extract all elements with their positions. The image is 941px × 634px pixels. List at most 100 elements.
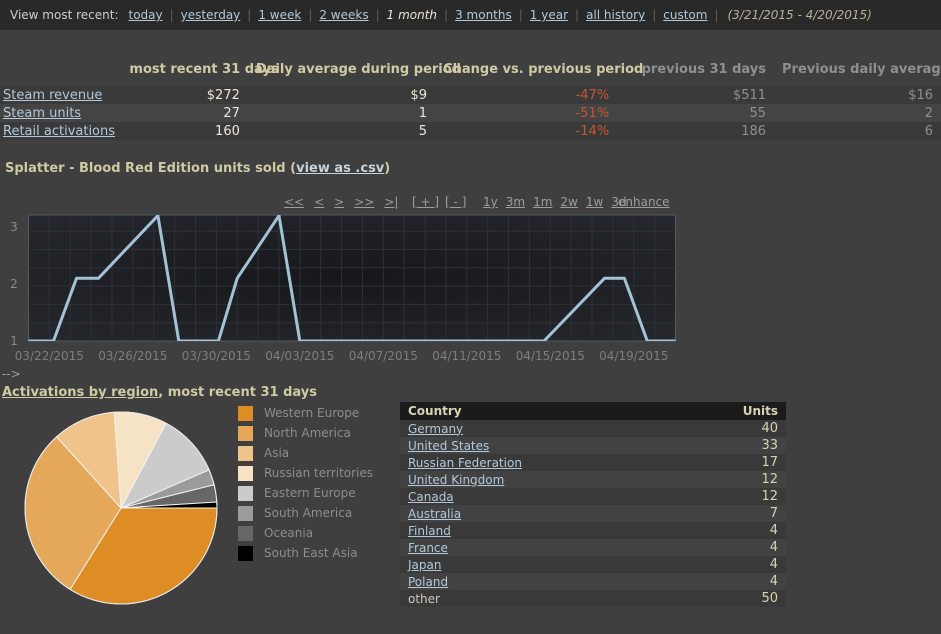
country-cell: Finland: [400, 522, 710, 539]
metric-value: 5: [418, 123, 428, 139]
country-row: Australia 7: [400, 505, 786, 522]
country-row: United Kingdom 12: [400, 471, 786, 488]
y-axis-label: 3: [10, 220, 18, 234]
legend-label: Asia: [264, 446, 290, 460]
country-cell: United States: [400, 437, 710, 454]
country-link-finland[interactable]: Finland: [408, 523, 451, 538]
chart-zoom-group: [ + ] [ - ]: [412, 195, 466, 209]
country-link-russian-federation[interactable]: Russian Federation: [408, 455, 522, 470]
country-link-canada[interactable]: Canada: [408, 489, 454, 504]
range-link-2-weeks[interactable]: 2 weeks: [319, 8, 369, 22]
country-link-france[interactable]: France: [408, 540, 448, 555]
chart-nav-last[interactable]: >>: [354, 195, 375, 209]
range-1y-link[interactable]: 1y: [483, 195, 498, 209]
units-value: 4: [769, 540, 778, 555]
metric-link-steam-revenue[interactable]: Steam revenue: [3, 87, 103, 103]
legend-swatch-western-europe: [238, 405, 253, 421]
country-row: France 4: [400, 539, 786, 556]
country-header: Country: [408, 404, 462, 418]
chart-nav-group: << < > >> >|: [284, 195, 398, 209]
paren-close: ): [384, 161, 391, 176]
country-header-row: Country Units: [400, 402, 786, 420]
metric-link-steam-units[interactable]: Steam units: [3, 105, 82, 121]
range-link-1-week[interactable]: 1 week: [258, 8, 302, 22]
range-1m-link[interactable]: 1m: [533, 195, 553, 209]
pie-outline: [24, 411, 218, 605]
legend-swatch-oceania: [238, 525, 253, 541]
chart-nav-first[interactable]: <<: [284, 195, 305, 209]
legend-label: Eastern Europe: [264, 486, 356, 500]
y-axis-label: 1: [10, 334, 18, 348]
country-link-japan[interactable]: Japan: [408, 557, 442, 572]
chart-title: Splatter - Blood Red Edition units sold …: [5, 161, 390, 176]
country-cell: Australia: [400, 505, 710, 522]
metric-value: -14%: [575, 123, 610, 139]
chart-plot-area[interactable]: [28, 214, 676, 342]
country-link-poland[interactable]: Poland: [408, 574, 449, 589]
range-1w-link[interactable]: 1w: [585, 195, 604, 209]
x-axis-label: 04/07/2015: [349, 349, 418, 363]
units-value: 40: [761, 421, 778, 436]
units-value: 4: [769, 557, 778, 572]
country-link-united-kingdom[interactable]: United Kingdom: [408, 472, 505, 487]
range-link-3-months[interactable]: 3 months: [455, 8, 512, 22]
activations-by-region-link[interactable]: Activations by region: [2, 385, 159, 400]
metric-value: $9: [410, 87, 428, 103]
legend-item: Western Europe: [238, 403, 373, 423]
units-value: 4: [769, 574, 778, 589]
range-link-all-history[interactable]: all history: [586, 8, 646, 22]
metric-value: 27: [223, 105, 240, 121]
units-value: 33: [761, 438, 778, 453]
summary-column-header: Daily average during period: [255, 62, 461, 77]
chart-nav-latest[interactable]: >|: [384, 195, 399, 209]
country-cell: United Kingdom: [400, 471, 710, 488]
range-link-today[interactable]: today: [128, 8, 163, 22]
country-link-germany[interactable]: Germany: [408, 421, 464, 436]
separator: |: [444, 8, 449, 22]
range-link-custom[interactable]: custom: [663, 8, 708, 22]
chart-nav-prev[interactable]: <: [314, 195, 325, 209]
range-link-1-year[interactable]: 1 year: [529, 8, 569, 22]
units-value: 12: [761, 472, 778, 487]
country-cell: Japan: [400, 556, 710, 573]
legend-swatch-russian-territories: [238, 465, 253, 481]
country-link-united-states[interactable]: United States: [408, 438, 490, 453]
country-link-australia[interactable]: Australia: [408, 506, 462, 521]
country-row: Poland 4: [400, 573, 786, 590]
legend-swatch-asia: [238, 445, 253, 461]
metric-value: $511: [732, 87, 767, 103]
metric-value: 55: [749, 105, 767, 121]
zoom-out-link[interactable]: [ - ]: [445, 195, 467, 209]
range-link-yesterday[interactable]: yesterday: [180, 8, 241, 22]
separator: |: [375, 8, 380, 22]
metric-value: 1: [418, 105, 428, 121]
range-3m-link[interactable]: 3m: [505, 195, 526, 209]
range-2w-link[interactable]: 2w: [560, 195, 578, 209]
country-row: Finland 4: [400, 522, 786, 539]
separator: |: [518, 8, 523, 22]
metric-link-retail-activations[interactable]: Retail activations: [3, 123, 116, 139]
zoom-in-link[interactable]: [ + ]: [412, 195, 440, 209]
legend-item: Russian territories: [238, 463, 373, 483]
legend-label: Russian territories: [264, 466, 374, 480]
units-value: 50: [761, 591, 778, 606]
country-row: Russian Federation 17: [400, 454, 786, 471]
units-value: 4: [769, 523, 778, 538]
x-axis-label: 04/19/2015: [599, 349, 668, 363]
metric-value: 2: [924, 105, 933, 121]
units-header: Units: [742, 404, 778, 418]
units-value: 12: [761, 489, 778, 504]
legend-swatch-south-east-asia: [238, 545, 253, 561]
enhance-link[interactable]: enhance: [618, 195, 670, 209]
x-axis-label: 03/26/2015: [98, 349, 167, 363]
range-link-1-month[interactable]: 1 month: [386, 8, 438, 22]
view-most-recent-label: View most recent:: [10, 8, 119, 22]
range-3d-link[interactable]: 3d: [611, 195, 627, 209]
metric-value: $16: [908, 87, 933, 103]
view-most-recent-bar: View most recent: today | yesterday | 1 week…: [0, 0, 941, 30]
activations-title: Activations by region, most recent 31 da…: [2, 385, 317, 400]
legend-item: Asia: [238, 443, 373, 463]
view-as-csv-link[interactable]: view as .csv: [296, 161, 385, 176]
chart-nav-next[interactable]: >: [334, 195, 345, 209]
metric-value: $272: [206, 87, 240, 103]
